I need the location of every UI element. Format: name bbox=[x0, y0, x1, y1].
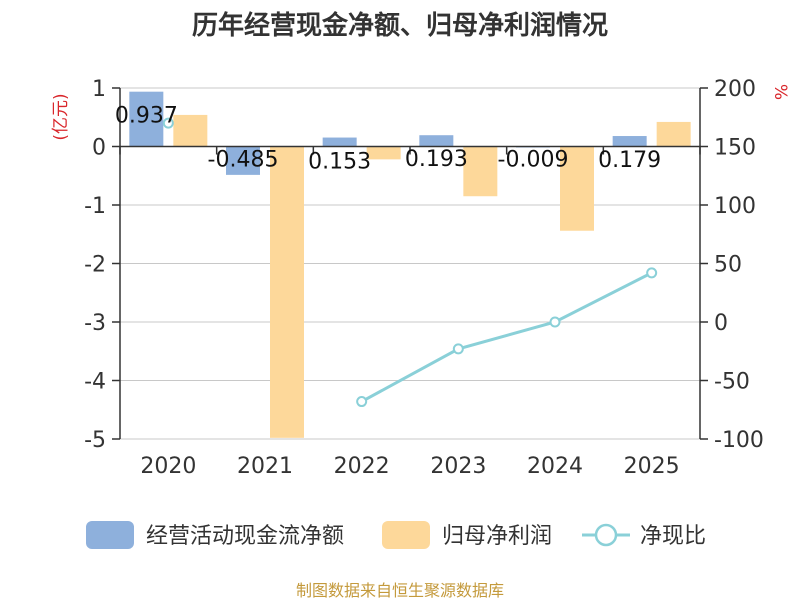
right-axis-tick-label: 100 bbox=[714, 194, 756, 219]
cash-flow-bar bbox=[226, 146, 260, 175]
ratio-point bbox=[356, 396, 368, 408]
cash-flow-data-label: 0.153 bbox=[308, 150, 371, 175]
net-profit-bar bbox=[656, 121, 691, 147]
chart-title: 历年经营现金净额、归母净利润情况 bbox=[192, 10, 608, 41]
cash-flow-data-label: 0.937 bbox=[115, 104, 178, 129]
axes: 1 0 -1 -2 -3 -4 -5 200 150 100 50 0 -50 -100 2020 2021 2… bbox=[84, 77, 764, 479]
ratio-line-layer bbox=[162, 117, 658, 408]
ratio-point bbox=[549, 316, 561, 328]
right-axis-tick-label: -100 bbox=[714, 428, 764, 453]
left-axis-unit: (亿元) bbox=[51, 93, 71, 140]
legend: 经营活动现金流净额 归母净利润 净现比 bbox=[86, 521, 706, 549]
ratio-point bbox=[162, 117, 174, 129]
legend-swatch-cash-flow bbox=[86, 521, 134, 549]
right-axis-tick-label: -50 bbox=[714, 370, 750, 395]
legend-label-cash-flow: 经营活动现金流净额 bbox=[146, 524, 344, 549]
data-labels: 0.937 -0.485 0.153 0.193 -0.009 0.179 bbox=[115, 104, 661, 175]
net-profit-bar bbox=[463, 146, 498, 197]
legend-label-ratio: 净现比 bbox=[640, 524, 706, 549]
cash-flow-data-label: -0.009 bbox=[498, 148, 569, 173]
cash-flow-data-label: -0.485 bbox=[208, 148, 279, 173]
legend-swatch-ratio-marker bbox=[594, 523, 618, 547]
cash-flow-bar bbox=[322, 137, 357, 147]
net-profit-bar bbox=[560, 146, 594, 231]
ratio-line bbox=[360, 271, 653, 403]
net-profit-bar bbox=[366, 146, 401, 160]
left-axis-tick-label: -3 bbox=[84, 311, 106, 336]
x-axis-tick-label: 2021 bbox=[237, 454, 293, 479]
x-axis-tick-label: 2023 bbox=[430, 454, 486, 479]
cash-flow-bar bbox=[129, 91, 164, 147]
left-axis-tick-label: 0 bbox=[92, 136, 106, 161]
ratio-point bbox=[646, 267, 658, 279]
cash-flow-data-label: 0.179 bbox=[598, 148, 661, 173]
legend-swatch-net-profit bbox=[382, 521, 430, 549]
left-axis-tick-label: -5 bbox=[84, 428, 106, 453]
source-note: 制图数据来自恒生聚源数据库 bbox=[296, 581, 504, 600]
cash-flow-data-label: 0.193 bbox=[405, 147, 468, 172]
legend-label-net-profit: 归母净利润 bbox=[442, 524, 552, 549]
right-axis-tick-label: 150 bbox=[714, 136, 756, 161]
left-axis-tick-label: 1 bbox=[92, 77, 106, 102]
right-axis-tick-label: 200 bbox=[714, 77, 756, 102]
left-axis-tick-label: -2 bbox=[84, 253, 106, 278]
ratio-point bbox=[452, 343, 464, 355]
left-axis-tick-label: -1 bbox=[84, 194, 106, 219]
right-axis-tick-label: 50 bbox=[714, 253, 742, 278]
x-axis-tick-label: 2024 bbox=[527, 454, 583, 479]
x-axis-tick-label: 2022 bbox=[334, 454, 390, 479]
right-axis-unit: % bbox=[770, 84, 790, 100]
cash-flow-bar bbox=[419, 135, 454, 147]
net-profit-bar bbox=[173, 114, 208, 147]
x-axis-tick-label: 2025 bbox=[624, 454, 680, 479]
net-profit-bar bbox=[270, 146, 304, 438]
cash-flow-bar bbox=[612, 136, 647, 147]
bars-layer bbox=[129, 91, 691, 438]
right-axis-tick-label: 0 bbox=[714, 311, 728, 336]
x-axis-tick-label: 2020 bbox=[140, 454, 196, 479]
left-axis-tick-label: -4 bbox=[84, 370, 106, 395]
